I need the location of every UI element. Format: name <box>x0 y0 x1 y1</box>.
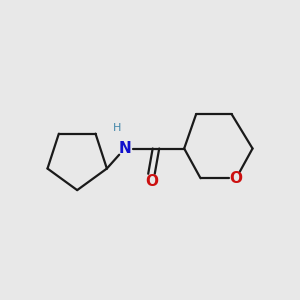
Text: N: N <box>118 141 131 156</box>
Text: O: O <box>145 174 158 189</box>
Text: O: O <box>230 171 243 186</box>
Text: H: H <box>113 123 122 133</box>
